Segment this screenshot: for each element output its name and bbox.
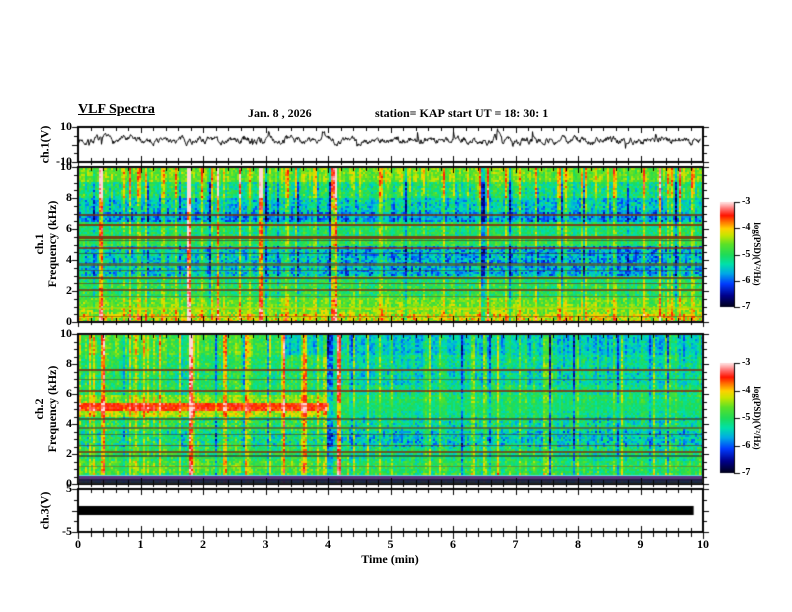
station-label: station= KAP bbox=[375, 106, 445, 120]
sp1-y-tick-label: 2 bbox=[66, 283, 72, 297]
plot-title: VLF Spectra bbox=[78, 102, 155, 117]
sp2-y-tick-label: 2 bbox=[66, 446, 72, 460]
sp2-y-tick-label: 8 bbox=[66, 356, 72, 370]
colorbar-tick-label: -7 bbox=[742, 467, 751, 478]
x-tick-label: 0 bbox=[75, 537, 81, 551]
sp1-y-tick-label: 10 bbox=[60, 159, 72, 173]
time-axis-label: Time (min) bbox=[361, 552, 419, 566]
sp1-y-tick-label: 4 bbox=[66, 252, 72, 266]
sp2-y-tick-label: 10 bbox=[60, 326, 72, 340]
wave-y-tick-label: -10 bbox=[56, 154, 72, 168]
sp2-y-tick-label: 0 bbox=[66, 476, 72, 490]
x-tick-label: 6 bbox=[450, 537, 456, 551]
x-tick-label: 4 bbox=[325, 537, 331, 551]
x-tick-label: 8 bbox=[575, 537, 581, 551]
x-tick-label: 2 bbox=[200, 537, 206, 551]
colorbar-tick-label: -3 bbox=[742, 357, 751, 368]
x-tick-label: 9 bbox=[637, 537, 644, 551]
date-label: Jan. 8 , 2026 bbox=[248, 106, 312, 120]
sp2-y-tick-label: 4 bbox=[66, 416, 72, 430]
colorbar-tick-label: -4 bbox=[742, 384, 751, 396]
colorbar-tick-label: -3 bbox=[742, 196, 751, 207]
wave-y-tick-label: 10 bbox=[60, 119, 72, 133]
x-tick-label: 3 bbox=[262, 537, 269, 551]
x-tick-label: 5 bbox=[387, 537, 394, 551]
colorbar-tick-label: -6 bbox=[742, 439, 751, 451]
sp1-y-tick-label: 6 bbox=[66, 221, 72, 235]
colorbar-tick-label: -5 bbox=[742, 412, 751, 423]
sp1-y-tick-label: 0 bbox=[66, 314, 72, 328]
sp2-y-tick-label: 6 bbox=[66, 386, 72, 400]
ch3-y-tick-label: 5 bbox=[66, 481, 72, 495]
colorbar-tick-label: -6 bbox=[742, 274, 751, 286]
start-ut-label: start UT = 18: 30: 1 bbox=[448, 106, 549, 120]
x-tick-label: 7 bbox=[512, 537, 519, 551]
sp1-y-tick-label: 8 bbox=[66, 190, 72, 204]
colorbar-tick-label: -7 bbox=[742, 301, 751, 312]
colorbar-tick-label: -5 bbox=[742, 248, 751, 260]
x-tick-label: 10 bbox=[697, 537, 709, 551]
x-tick-label: 1 bbox=[137, 537, 144, 551]
ch3-y-tick-label: -5 bbox=[62, 524, 72, 538]
colorbar-tick-label: -4 bbox=[742, 222, 751, 234]
